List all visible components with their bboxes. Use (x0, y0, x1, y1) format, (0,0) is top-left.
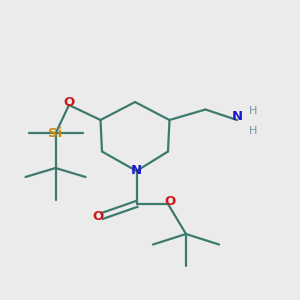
Text: H: H (249, 125, 258, 136)
Text: O: O (93, 209, 104, 223)
Text: Si: Si (48, 127, 63, 140)
Text: O: O (63, 96, 75, 109)
Text: H: H (249, 106, 258, 116)
Text: N: N (131, 164, 142, 178)
Text: O: O (165, 195, 176, 208)
Text: N: N (231, 110, 243, 123)
